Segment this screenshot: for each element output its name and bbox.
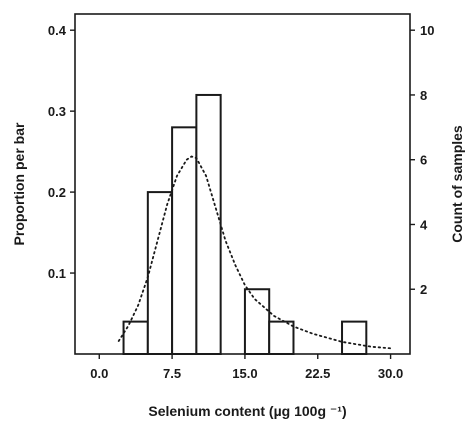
x-tick-label: 0.0 bbox=[90, 366, 108, 381]
ticks-layer: 0.0 7.5 15.0 22.5 30.0 0.1 0.2 0.3 0.4 2 4 6 8 10 bbox=[48, 23, 435, 381]
y-right-tick-label: 6 bbox=[420, 153, 427, 168]
x-axis-title: Selenium content (µg 100g ⁻¹) bbox=[148, 403, 346, 419]
x-tick-label: 7.5 bbox=[163, 366, 181, 381]
histogram-bar-4 bbox=[195, 93, 222, 355]
y-axis-right-title: Count of samples bbox=[449, 125, 465, 243]
y-left-tick-label: 0.4 bbox=[48, 23, 67, 38]
histogram-bar-3 bbox=[171, 126, 198, 355]
y-right-tick-label: 4 bbox=[420, 217, 428, 232]
y-axis-left-title: Proportion per bar bbox=[11, 122, 27, 245]
x-tick-label: 30.0 bbox=[378, 366, 403, 381]
y-right-tick-label: 10 bbox=[420, 23, 434, 38]
y-right-tick-label: 8 bbox=[420, 88, 427, 103]
histogram-bar-7 bbox=[341, 320, 368, 355]
y-left-tick-label: 0.1 bbox=[48, 266, 66, 281]
histogram-bar-5 bbox=[243, 288, 271, 355]
bars-layer bbox=[122, 93, 368, 355]
x-tick-label: 15.0 bbox=[232, 366, 257, 381]
histogram-bar-6 bbox=[268, 320, 295, 355]
density-curve bbox=[117, 155, 392, 350]
y-left-tick-label: 0.2 bbox=[48, 185, 66, 200]
plot-frame bbox=[74, 13, 411, 355]
x-tick-label: 22.5 bbox=[305, 366, 330, 381]
histogram-bar-2 bbox=[146, 191, 174, 355]
y-right-tick-label: 2 bbox=[420, 282, 427, 297]
density-curve-layer bbox=[117, 155, 392, 350]
y-left-tick-label: 0.3 bbox=[48, 104, 66, 119]
